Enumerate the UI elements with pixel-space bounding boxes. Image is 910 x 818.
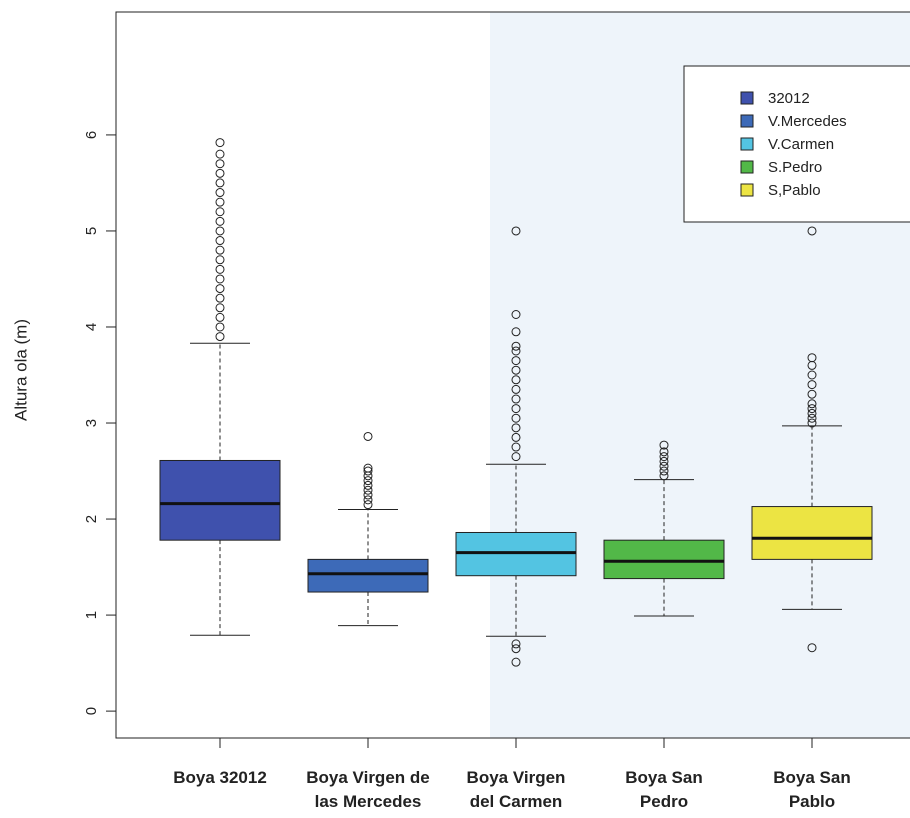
outlier — [215, 188, 225, 198]
y-tick-label: 6 — [83, 131, 100, 139]
outlier — [659, 461, 669, 471]
outlier — [363, 466, 373, 476]
outlier — [511, 375, 521, 385]
outlier — [807, 643, 817, 653]
y-tick-label: 5 — [83, 227, 100, 235]
outlier — [807, 353, 817, 363]
legend-label: V.Mercedes — [768, 113, 847, 130]
outlier — [215, 293, 225, 303]
outlier — [215, 303, 225, 313]
outlier — [215, 284, 225, 294]
outlier — [215, 159, 225, 169]
box — [603, 539, 725, 580]
outlier — [215, 207, 225, 217]
outlier — [215, 138, 225, 148]
legend-label: V.Carmen — [768, 136, 834, 153]
outlier — [511, 226, 521, 236]
outlier — [215, 274, 225, 284]
outlier — [215, 332, 225, 342]
outlier — [807, 418, 817, 428]
outlier — [659, 440, 669, 450]
outlier — [511, 394, 521, 404]
outlier — [807, 370, 817, 380]
legend-swatch — [740, 160, 754, 174]
outlier — [511, 384, 521, 394]
outlier — [215, 322, 225, 332]
outlier — [363, 485, 373, 495]
outlier — [511, 341, 521, 351]
box — [307, 558, 429, 593]
outlier — [511, 442, 521, 452]
y-tick-label: 1 — [83, 611, 100, 619]
outlier — [511, 365, 521, 375]
outlier — [511, 310, 521, 319]
outlier — [363, 476, 373, 486]
outlier — [511, 423, 521, 433]
outlier — [807, 408, 817, 418]
outlier — [807, 413, 817, 423]
y-tick-label: 2 — [83, 515, 100, 523]
outlier — [363, 500, 373, 510]
outlier — [511, 644, 521, 654]
outlier — [659, 452, 669, 462]
outlier — [511, 413, 521, 423]
outlier — [511, 452, 521, 462]
outlier — [215, 149, 225, 159]
outlier — [215, 197, 225, 207]
legend-label: 32012 — [768, 90, 810, 107]
box — [751, 506, 873, 560]
outlier — [511, 657, 521, 667]
outlier — [659, 471, 669, 481]
y-tick-label: 0 — [83, 707, 100, 715]
box — [159, 459, 281, 541]
x-tick-label: Boya Virgen de las Mercedes — [306, 768, 430, 811]
outlier — [511, 346, 521, 356]
outlier — [363, 463, 373, 473]
outlier — [215, 226, 225, 236]
outlier — [659, 466, 669, 476]
outlier — [511, 404, 521, 414]
x-tick-label: Boya San Pablo — [773, 768, 851, 811]
outlier — [363, 495, 373, 505]
outlier — [215, 245, 225, 255]
outlier — [215, 236, 225, 246]
outlier — [215, 178, 225, 188]
outlier — [215, 312, 225, 322]
outlier — [511, 356, 521, 366]
y-tick-label: 3 — [83, 419, 100, 427]
x-tick-label: Boya Virgen del Carmen — [466, 768, 566, 811]
x-tick-label: Boya 32012 — [173, 768, 267, 787]
outlier — [511, 327, 521, 337]
legend-label: S,Pablo — [768, 182, 821, 199]
y-axis-label: Altura ola (m) — [11, 319, 30, 421]
outlier — [215, 168, 225, 178]
outlier — [807, 399, 817, 409]
legend-swatch — [740, 91, 754, 105]
outlier — [511, 432, 521, 442]
y-tick-label: 4 — [83, 323, 100, 331]
legend-swatch — [740, 114, 754, 128]
outlier — [511, 639, 521, 649]
outlier — [215, 255, 225, 265]
legend-label: S.Pedro — [768, 159, 822, 176]
outlier — [807, 380, 817, 390]
outlier — [807, 404, 817, 414]
outlier — [659, 456, 669, 466]
outlier — [215, 264, 225, 274]
legend-swatch — [740, 137, 754, 151]
outlier — [363, 431, 373, 441]
outlier — [363, 480, 373, 490]
legend-swatch — [740, 183, 754, 197]
outlier — [215, 216, 225, 226]
outlier — [807, 389, 817, 399]
x-tick-label: Boya San Pedro — [625, 768, 703, 811]
legend-box — [683, 65, 910, 223]
outlier — [659, 447, 669, 457]
outlier — [363, 490, 373, 500]
outlier — [807, 226, 817, 236]
